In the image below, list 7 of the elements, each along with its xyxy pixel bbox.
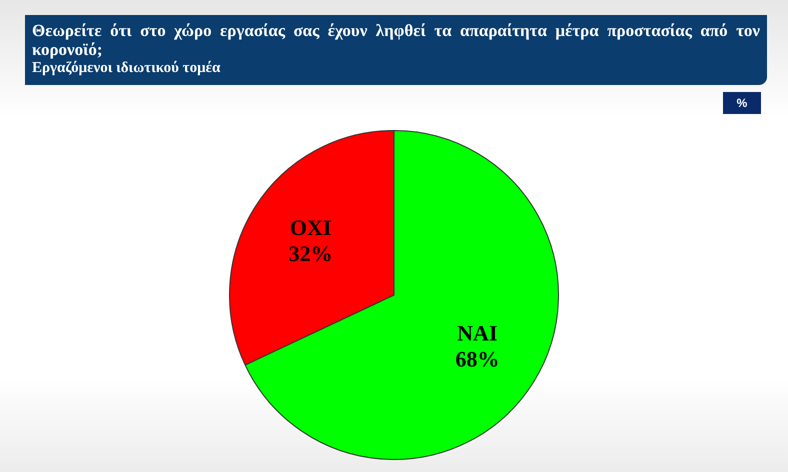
- data-label: 68%: [455, 346, 500, 372]
- slice-label: ΟΧΙ: [290, 214, 332, 240]
- chart-title: Θεωρείτε ότι στο χώρο εργασίας σας έχουν ληφθεί τα απαραίτητα μέτρα προστασίας από τον κορονοϊό;: [32, 21, 760, 59]
- data-label: 32%: [288, 240, 333, 266]
- slice-label: ΝΑΙ: [457, 320, 498, 346]
- chart-subtitle: Εργαζόμενοι ιδιωτικού τομέα: [32, 59, 222, 77]
- text: %: [723, 92, 761, 114]
